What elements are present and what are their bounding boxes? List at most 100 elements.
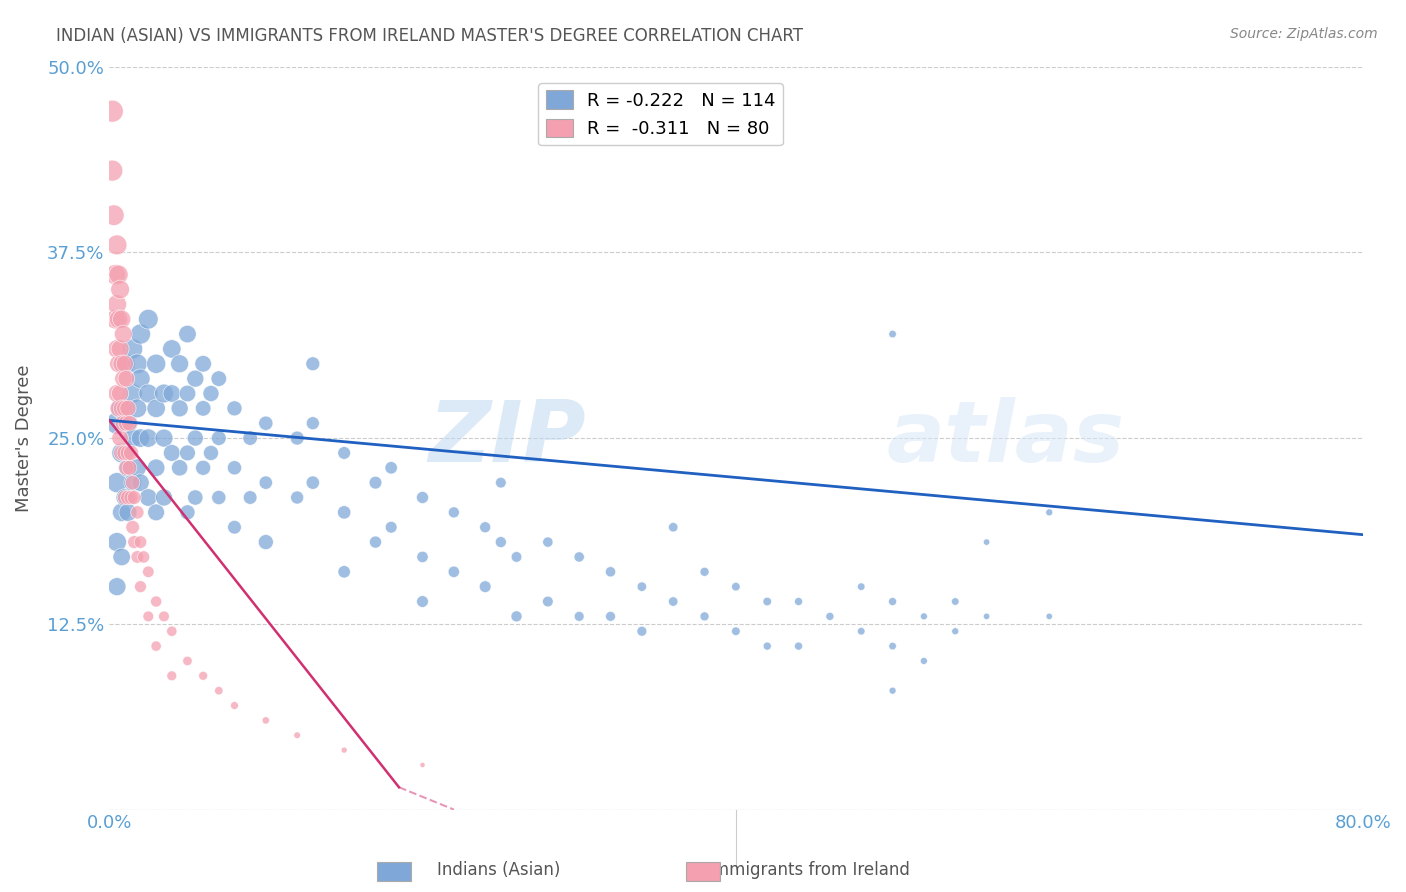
Point (108, 283, 131, 297)
Point (114, 446, 136, 460)
Point (118, 416, 141, 430)
Point (117, 505, 139, 519)
Point (111, 505, 134, 519)
Point (254, 714, 277, 728)
Point (132, 549, 155, 564)
Point (103, 208, 125, 222)
Point (114, 401, 136, 416)
Point (505, 609, 527, 624)
Point (120, 446, 142, 460)
Point (474, 580, 496, 594)
Point (114, 357, 136, 371)
Point (121, 386, 143, 401)
Point (200, 446, 222, 460)
Point (129, 371, 152, 385)
Point (127, 549, 149, 564)
Point (693, 565, 716, 579)
Point (114, 446, 136, 460)
Point (208, 491, 231, 505)
Point (129, 535, 152, 549)
Point (169, 357, 191, 371)
Point (191, 460, 214, 475)
Point (176, 505, 198, 519)
Point (787, 639, 810, 653)
Text: Indians (Asian): Indians (Asian) (437, 861, 561, 879)
Point (120, 491, 142, 505)
Point (568, 609, 591, 624)
Point (169, 460, 191, 475)
Point (108, 342, 131, 356)
Point (117, 416, 139, 430)
Point (107, 312, 129, 326)
Point (912, 609, 935, 624)
Point (145, 460, 167, 475)
Legend: R = -0.222   N = 114, R =  -0.311   N = 80: R = -0.222 N = 114, R = -0.311 N = 80 (538, 83, 783, 145)
Point (160, 624, 183, 639)
Point (882, 327, 904, 342)
Point (184, 431, 207, 445)
Point (537, 594, 560, 608)
Y-axis label: Master's Degree: Master's Degree (15, 364, 32, 512)
Point (136, 431, 159, 445)
Point (107, 268, 129, 282)
Point (112, 416, 135, 430)
Point (301, 416, 323, 430)
Point (160, 669, 183, 683)
Point (105, 475, 128, 490)
Point (239, 491, 262, 505)
Point (145, 594, 167, 608)
Point (101, 104, 124, 119)
Point (333, 446, 356, 460)
Point (285, 431, 308, 445)
Text: INDIAN (ASIAN) VS IMMIGRANTS FROM IRELAND MASTER'S DEGREE CORRELATION CHART: INDIAN (ASIAN) VS IMMIGRANTS FROM IRELAN… (56, 27, 803, 45)
Point (818, 609, 841, 624)
Point (145, 639, 167, 653)
Point (118, 460, 141, 475)
Point (129, 580, 152, 594)
Point (301, 475, 323, 490)
Point (111, 401, 134, 416)
Text: Source: ZipAtlas.com: Source: ZipAtlas.com (1230, 27, 1378, 41)
Point (101, 163, 124, 178)
Point (115, 460, 138, 475)
Point (111, 549, 134, 564)
Point (208, 431, 231, 445)
Point (160, 386, 183, 401)
Point (105, 342, 128, 356)
Point (145, 357, 167, 371)
Point (443, 505, 465, 519)
Point (254, 416, 277, 430)
Point (851, 580, 873, 594)
Point (224, 698, 246, 713)
Point (943, 624, 966, 639)
Point (136, 565, 159, 579)
Point (176, 446, 198, 460)
Point (136, 491, 159, 505)
Point (184, 371, 207, 385)
Point (301, 357, 323, 371)
Point (882, 639, 904, 653)
Point (443, 565, 465, 579)
Point (111, 446, 134, 460)
Point (176, 386, 198, 401)
Point (121, 520, 143, 534)
Point (224, 460, 246, 475)
Point (121, 475, 143, 490)
Point (105, 535, 128, 549)
Point (117, 446, 139, 460)
Point (153, 491, 176, 505)
Point (115, 371, 138, 385)
Point (411, 491, 433, 505)
Point (112, 371, 135, 385)
Point (787, 594, 810, 608)
Point (153, 431, 176, 445)
Point (364, 475, 387, 490)
Point (224, 520, 246, 534)
Point (756, 639, 779, 653)
Point (104, 312, 127, 326)
Point (851, 624, 873, 639)
Point (599, 609, 621, 624)
Point (108, 386, 131, 401)
Point (160, 342, 183, 356)
Point (200, 386, 222, 401)
